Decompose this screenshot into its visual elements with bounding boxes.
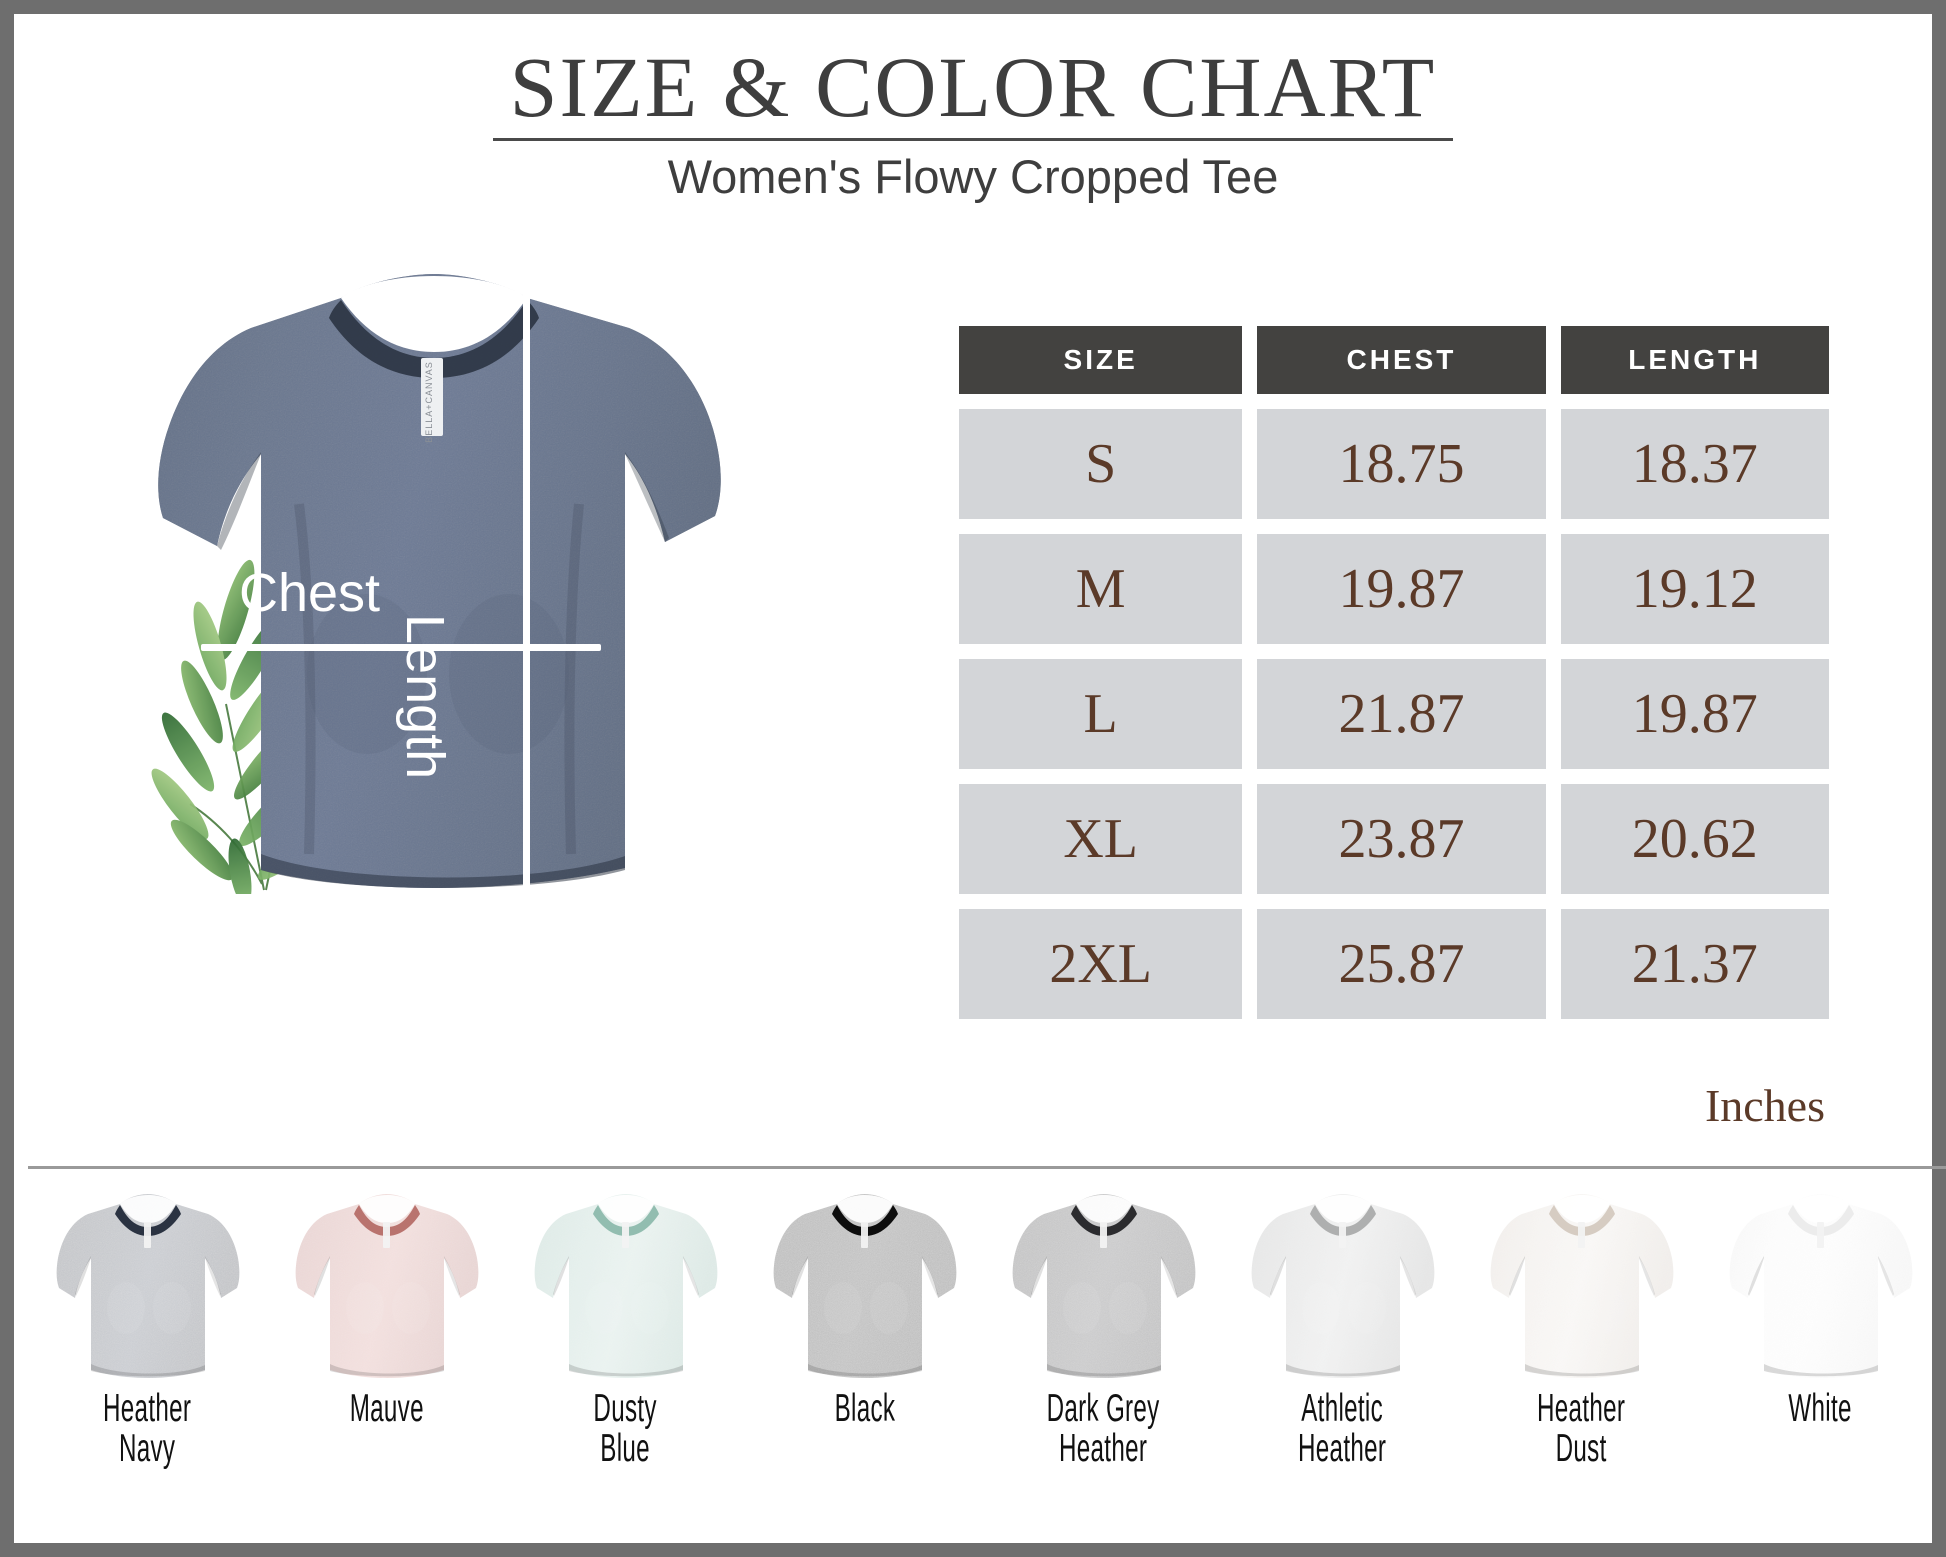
page-title: SIZE & COLOR CHART xyxy=(509,39,1437,135)
color-label-line1: Black xyxy=(834,1387,895,1430)
color-swatch[interactable]: Mauve xyxy=(267,1182,506,1429)
column-header-size: SIZE xyxy=(959,326,1243,394)
chart-canvas: SIZE & COLOR CHART Women's Flowy Cropped… xyxy=(14,14,1946,1543)
cell-chest: 18.75 xyxy=(1257,409,1546,519)
color-shirt-graphic xyxy=(1243,1188,1443,1383)
color-label: White xyxy=(1788,1387,1853,1430)
color-shirt-graphic xyxy=(1004,1188,1204,1383)
cell-size: L xyxy=(959,659,1243,769)
cell-chest: 25.87 xyxy=(1257,909,1546,1019)
cell-length: 18.37 xyxy=(1560,409,1829,519)
color-label-line2: Dust xyxy=(1556,1427,1607,1471)
color-swatch[interactable]: Heather Navy xyxy=(28,1182,267,1469)
cell-size: M xyxy=(959,534,1243,644)
cell-chest: 21.87 xyxy=(1257,659,1546,769)
cell-length: 21.37 xyxy=(1560,909,1829,1019)
color-swatch[interactable]: Dark Grey Heather xyxy=(984,1182,1223,1469)
main-shirt-graphic: BELLA+CANVAS xyxy=(158,274,721,888)
color-label-line1: White xyxy=(1788,1387,1853,1430)
header: SIZE & COLOR CHART Women's Flowy Cropped… xyxy=(14,42,1932,204)
color-label: Mauve xyxy=(349,1387,424,1430)
title-divider xyxy=(493,138,1453,142)
cell-length: 19.12 xyxy=(1560,534,1829,644)
color-shirt-graphic xyxy=(1721,1188,1921,1383)
units-note: Inches xyxy=(1704,1080,1825,1131)
color-label-line1: Mauve xyxy=(349,1387,424,1430)
color-shirt-graphic xyxy=(287,1188,487,1383)
cell-size: S xyxy=(959,409,1243,519)
cell-size: XL xyxy=(959,784,1243,894)
color-swatch[interactable]: Black xyxy=(745,1182,984,1429)
page-subtitle: Women's Flowy Cropped Tee xyxy=(667,150,1279,204)
svg-text:BELLA+CANVAS: BELLA+CANVAS xyxy=(424,361,434,443)
color-swatch[interactable]: Athletic Heather xyxy=(1223,1182,1462,1469)
color-shirt-graphic xyxy=(1482,1188,1682,1383)
color-label: Dark Grey Heather xyxy=(1047,1387,1160,1471)
section-divider xyxy=(28,1166,1946,1169)
color-shirt-graphic xyxy=(526,1188,726,1383)
color-label: Athletic Heather xyxy=(1298,1387,1387,1471)
color-label-line1: Athletic xyxy=(1301,1387,1384,1430)
color-label-line2: Navy xyxy=(119,1427,176,1471)
color-label-line1: Dark Grey xyxy=(1047,1387,1160,1430)
color-label: Black xyxy=(834,1387,895,1430)
cell-size: 2XL xyxy=(959,909,1243,1019)
color-label-line1: Heather xyxy=(103,1387,192,1430)
table-row: M 19.87 19.12 xyxy=(959,534,1829,644)
cell-length: 20.62 xyxy=(1560,784,1829,894)
column-header-chest: CHEST xyxy=(1257,326,1546,394)
color-swatch[interactable]: Heather Dust xyxy=(1462,1182,1701,1469)
color-label: Dusty Blue xyxy=(593,1387,658,1471)
color-label-line1: Dusty xyxy=(593,1387,658,1430)
chest-label: Chest xyxy=(239,563,381,623)
table-row: L 21.87 19.87 xyxy=(959,659,1829,769)
color-label: Heather Dust xyxy=(1537,1387,1626,1471)
chest-measurement-line xyxy=(201,644,601,651)
cell-length: 19.87 xyxy=(1560,659,1829,769)
color-label-line2: Blue xyxy=(600,1427,651,1471)
table-row: 2XL 25.87 21.37 xyxy=(959,909,1829,1019)
length-label: Length xyxy=(395,614,455,780)
cell-chest: 23.87 xyxy=(1257,784,1546,894)
color-swatch-row: Heather Navy Mauve Dusty Blue Black Dark Grey H… xyxy=(28,1182,1946,1542)
table-row: XL 23.87 20.62 xyxy=(959,784,1829,894)
color-shirt-graphic xyxy=(48,1188,248,1383)
shirt-illustration: BELLA+CANVAS Chest Length xyxy=(54,244,754,924)
table-header-row: SIZE CHEST LENGTH xyxy=(959,326,1829,394)
color-swatch[interactable]: White xyxy=(1701,1182,1940,1429)
color-label-line1: Heather xyxy=(1537,1387,1626,1430)
color-label-line2: Heather xyxy=(1059,1427,1148,1471)
table-row: S 18.75 18.37 xyxy=(959,409,1829,519)
size-table: SIZE CHEST LENGTH S 18.75 18.37 M 19.87 … xyxy=(959,326,1829,1034)
color-swatch[interactable]: Dusty Blue xyxy=(506,1182,745,1469)
length-measurement-line xyxy=(523,269,530,889)
color-label: Heather Navy xyxy=(103,1387,192,1471)
color-shirt-graphic xyxy=(765,1188,965,1383)
color-label-line2: Heather xyxy=(1298,1427,1387,1471)
cell-chest: 19.87 xyxy=(1257,534,1546,644)
column-header-length: LENGTH xyxy=(1560,326,1829,394)
